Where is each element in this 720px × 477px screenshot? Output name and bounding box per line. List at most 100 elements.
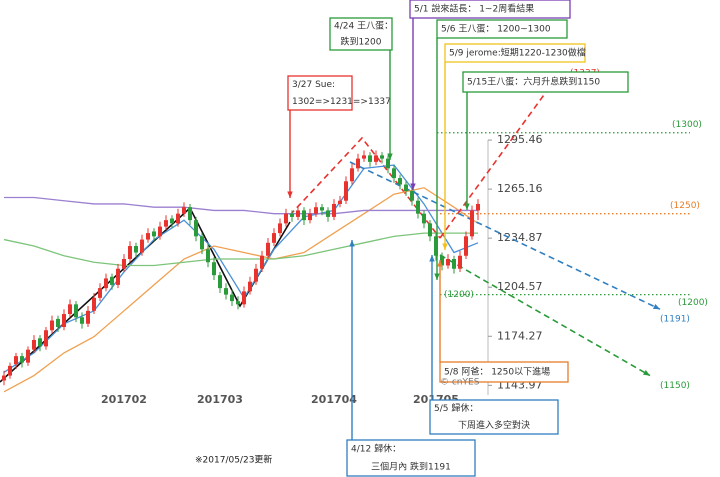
candle-body <box>272 233 276 243</box>
candle-body <box>104 278 108 289</box>
candle-body <box>110 276 114 285</box>
candle-body <box>296 210 300 217</box>
candle-body <box>446 259 450 266</box>
red-dashed-wedge <box>289 136 441 239</box>
moving-average <box>3 164 479 373</box>
annotation-text: 4/24 王八蛋： <box>334 21 393 32</box>
candle-body <box>122 259 126 269</box>
x-tick-label: 201703 <box>197 393 243 406</box>
annotation-text: 5/9 jerome:短期1220-1230做檔 <box>449 47 586 59</box>
annotation-text: 跌到1200 <box>341 36 382 48</box>
candle-body <box>8 365 12 376</box>
candle-body <box>398 178 402 185</box>
connector-head <box>437 260 443 267</box>
candle-body <box>224 288 228 295</box>
annotation-box <box>409 0 571 19</box>
candle-body <box>182 207 186 214</box>
annotation-box <box>329 17 393 51</box>
candle-body <box>392 168 396 179</box>
candle-body <box>14 356 18 365</box>
moving-average <box>3 232 478 267</box>
y-tick-label: 1174.27 <box>497 329 543 342</box>
candle-body <box>206 249 210 263</box>
candle-body <box>194 220 198 237</box>
candle-body <box>170 218 174 224</box>
candle-body <box>128 246 132 259</box>
annotation-text: 5/1 說來話長： 1~2周看結果 <box>414 3 534 15</box>
candle-body <box>344 181 348 201</box>
candle-body <box>62 314 66 327</box>
candle-body <box>464 236 468 256</box>
moving-average <box>3 187 479 393</box>
arrow-head <box>653 303 660 310</box>
candle-body <box>152 231 156 237</box>
candle-body <box>404 184 408 191</box>
candle-body <box>140 239 144 253</box>
connector-head <box>349 240 355 247</box>
candle-body <box>164 220 168 227</box>
candle-body <box>56 318 60 327</box>
candle-body <box>308 213 312 221</box>
y-tick-label: 1234.87 <box>497 231 543 244</box>
candle-body <box>242 291 246 305</box>
connector-head <box>410 183 416 190</box>
level-label: (1300) <box>672 120 702 130</box>
candle-body <box>452 259 456 269</box>
footnote: ※2017/05/23更新 <box>195 454 272 466</box>
candle-body <box>158 226 162 237</box>
candle-body <box>440 255 444 266</box>
watermark: © cnYES <box>440 378 480 388</box>
candle-body <box>476 203 480 211</box>
annotation-text: 4/12 歸休： <box>351 443 401 455</box>
connector-head <box>434 273 440 280</box>
target-label: (1191) <box>660 315 690 325</box>
candle-body <box>260 255 264 269</box>
annotation-text: 1302=>1231=>1337 <box>292 97 391 107</box>
candle-body <box>68 304 72 315</box>
candle-body <box>236 301 240 305</box>
candle-body <box>98 288 102 298</box>
level-label: (1200) <box>678 298 708 308</box>
annotation-box <box>444 43 586 63</box>
candle-body <box>254 268 258 282</box>
candle-body <box>458 255 462 269</box>
moving-average <box>4 196 478 215</box>
candle-body <box>416 200 420 214</box>
candle-body <box>374 155 378 162</box>
candle-body <box>338 200 342 204</box>
candle-body <box>290 213 294 217</box>
candle-body <box>248 281 252 292</box>
target-arrow <box>439 72 561 239</box>
candle-body <box>20 356 24 363</box>
x-tick-label: 201704 <box>311 393 357 406</box>
annotation-box <box>287 75 353 111</box>
annotation-text: 下周進入多空對決 <box>458 419 530 431</box>
arrow-head <box>643 369 650 376</box>
connector-head <box>464 203 470 210</box>
annotation-box <box>439 361 569 383</box>
candle-body <box>32 339 36 350</box>
connector-head <box>287 191 293 198</box>
candle-body <box>284 213 288 224</box>
candle-body <box>356 158 360 169</box>
candle-body <box>74 304 78 318</box>
annotation-text: 5/5 歸休： <box>434 402 478 414</box>
annotation-box <box>429 399 559 435</box>
candle-body <box>2 375 6 381</box>
candle-body <box>380 155 384 159</box>
candle-body <box>314 207 318 214</box>
candle-body <box>386 158 390 169</box>
candle-body <box>428 223 432 237</box>
candle-body <box>230 294 234 302</box>
candle-body <box>26 349 30 363</box>
candle-body <box>434 236 438 256</box>
annotation-box <box>462 71 629 93</box>
candle-body <box>332 203 336 217</box>
candle-body <box>362 155 366 159</box>
candle-body <box>188 207 192 221</box>
candle-body <box>218 275 222 289</box>
annotation-box <box>346 439 476 477</box>
candle-body <box>116 268 120 285</box>
candle-body <box>176 213 180 224</box>
